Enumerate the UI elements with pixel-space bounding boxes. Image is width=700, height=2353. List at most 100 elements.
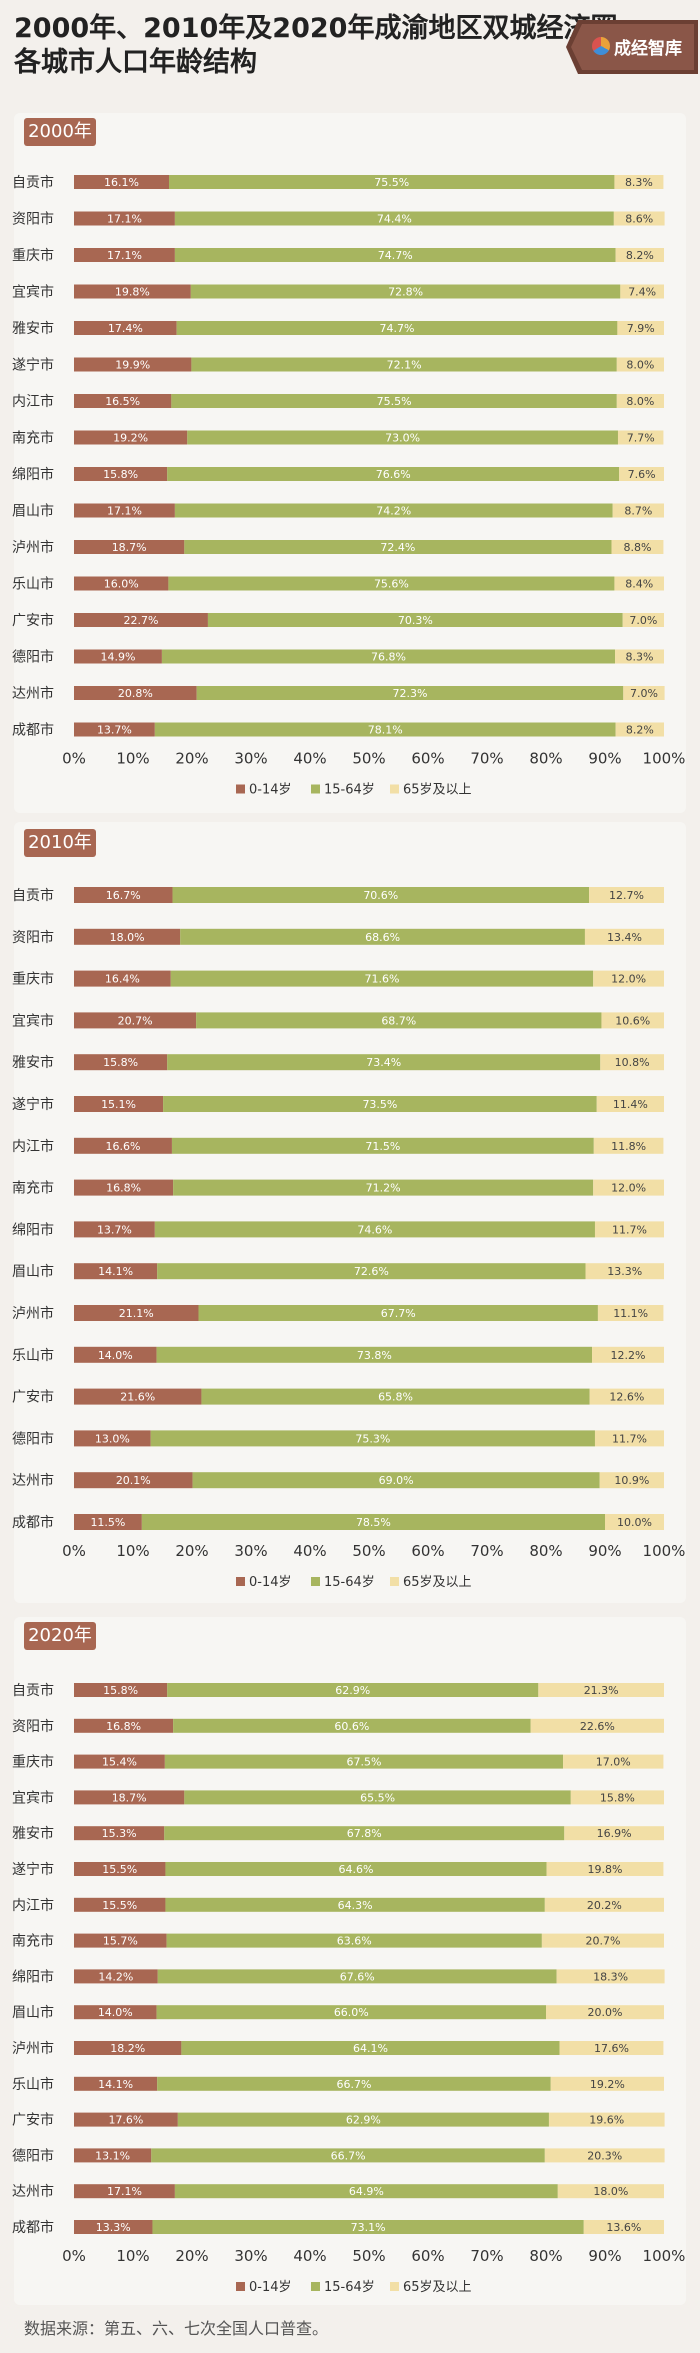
bar-segment-age-0-14 [74, 175, 169, 189]
chart-2010: 自贡市 16.7% 70.6% 12.7% 资阳市 18.0% 68.6% 13.4% 重庆市 1… [12, 887, 685, 1590]
bar-segment-age-0-14 [74, 1179, 174, 1196]
data-label: 60.6% [334, 1720, 369, 1733]
data-label: 11.7% [612, 1223, 647, 1236]
data-label: 12.6% [609, 1391, 644, 1404]
legend-swatch [236, 784, 245, 794]
data-label: 16.9% [597, 1827, 632, 1840]
bar-segment-age-0-14 [74, 2041, 182, 2055]
x-tick-label: 80% [529, 1542, 562, 1560]
bar-segment-age-65-plus [594, 1430, 664, 1447]
chart-2020: 自贡市 15.8% 62.9% 21.3% 资阳市 16.8% 60.6% 22.6% 重庆市 1… [12, 1682, 685, 2295]
data-label: 21.3% [584, 1684, 619, 1697]
legend-swatch [390, 1577, 399, 1586]
data-label: 15.8% [103, 1056, 138, 1069]
data-label: 75.5% [374, 176, 409, 189]
data-label: 75.6% [374, 578, 409, 591]
page-title: 2000年、2010年及2020年成渝地区双城经济圈 各城市人口年龄结构 [14, 12, 617, 80]
data-label: 7.0% [630, 687, 658, 700]
data-label: 7.4% [628, 286, 656, 299]
category-label: 南充市 [12, 430, 54, 447]
data-label: 68.6% [365, 931, 400, 944]
bar-segment-age-0-14 [74, 1514, 142, 1530]
bar-segment-age-0-14 [74, 722, 155, 737]
data-label: 71.2% [366, 1182, 401, 1195]
data-label: 17.0% [596, 1756, 631, 1769]
data-label: 72.3% [393, 687, 428, 700]
bar-segment-age-0-14 [74, 1897, 166, 1912]
bar-segment-age-15-64 [184, 540, 612, 554]
data-label: 15.8% [600, 1791, 635, 1804]
data-label: 13.7% [97, 1223, 132, 1236]
data-label: 15.5% [102, 1899, 137, 1912]
bar-segment-age-15-64 [196, 1012, 602, 1029]
data-label: 20.8% [118, 687, 153, 700]
x-tick-label: 50% [352, 2247, 385, 2265]
bar-segment-age-0-14 [74, 1096, 164, 1112]
data-label: 21.6% [120, 1391, 155, 1404]
data-label: 62.9% [346, 2114, 381, 2127]
bar-segment-age-0-14 [74, 1790, 185, 1805]
x-tick-label: 10% [116, 750, 149, 768]
bar-segment-age-15-64 [156, 1346, 593, 1363]
category-label: 乐山市 [12, 2076, 54, 2093]
category-label: 乐山市 [12, 1347, 54, 1364]
bar-segment-age-65-plus [556, 1969, 665, 1984]
chart-title-2020: 2020年 [24, 1622, 96, 1650]
category-label: 宜宾市 [12, 284, 54, 301]
bar-segment-age-0-14 [74, 1754, 165, 1769]
data-label: 11.5% [90, 1516, 125, 1529]
category-label: 内江市 [12, 1138, 54, 1155]
data-label: 13.7% [97, 724, 132, 737]
bar-segment-age-15-64 [166, 1933, 542, 1948]
legend-label: 65岁及以上 [403, 2280, 472, 2295]
bar-segment-age-15-64 [168, 175, 615, 189]
data-source-note: 数据来源：第五、六、七次全国人口普查。 [24, 2319, 329, 2338]
x-tick-label: 70% [470, 1542, 503, 1560]
legend-label: 15-64岁 [324, 1575, 375, 1590]
bar-segment-age-65-plus [593, 1137, 664, 1154]
x-tick-label: 40% [293, 1542, 326, 1560]
data-label: 13.1% [95, 2149, 130, 2162]
bar-segment-age-0-14 [74, 1221, 155, 1238]
data-label: 18.0% [593, 2185, 628, 2198]
data-label: 22.6% [580, 1720, 615, 1733]
x-tick-label: 70% [470, 750, 503, 768]
bar-segment-age-0-14 [74, 503, 175, 518]
bar-segment-age-15-64 [157, 1969, 557, 1984]
data-label: 63.6% [337, 1935, 372, 1948]
data-label: 65.8% [378, 1391, 413, 1404]
x-tick-label: 30% [234, 1542, 267, 1560]
bar-segment-age-65-plus [615, 722, 664, 737]
bar-segment-age-65-plus [593, 970, 664, 987]
logo-badge-shape [566, 20, 698, 74]
bar-segment-age-15-64 [154, 1221, 595, 1238]
data-label: 14.1% [98, 2078, 133, 2091]
data-label: 71.5% [365, 1140, 400, 1153]
legend-swatch [236, 1577, 245, 1586]
bar-segment-age-65-plus [614, 576, 664, 591]
bar-segment-age-15-64 [174, 503, 613, 518]
bar-segment-age-0-14 [74, 1137, 172, 1154]
bar-segment-age-15-64 [192, 1472, 600, 1489]
data-label: 12.7% [609, 889, 644, 902]
bar-segment-age-65-plus [583, 2220, 664, 2234]
data-label: 74.7% [378, 249, 413, 262]
bar-segment-age-15-64 [184, 1790, 571, 1805]
data-label: 72.6% [354, 1265, 389, 1278]
bar-segment-age-0-14 [74, 2184, 175, 2199]
bar-segment-age-15-64 [201, 1388, 590, 1405]
x-tick-label: 10% [116, 1542, 149, 1560]
legend-label: 65岁及以上 [403, 1575, 472, 1590]
category-label: 眉山市 [12, 1263, 54, 1280]
bar-segment-age-15-64 [173, 1179, 594, 1196]
data-label: 17.4% [108, 322, 143, 335]
x-tick-label: 100% [643, 750, 686, 768]
data-label: 73.1% [351, 2221, 386, 2234]
data-label: 8.4% [625, 578, 653, 591]
bar-segment-age-0-14 [74, 1388, 202, 1405]
data-label: 66.7% [331, 2149, 366, 2162]
x-tick-label: 60% [411, 2247, 444, 2265]
bar-segment-age-65-plus [557, 2184, 664, 2199]
bar-segment-age-65-plus [617, 430, 664, 445]
bar-segment-age-15-64 [173, 1718, 531, 1733]
